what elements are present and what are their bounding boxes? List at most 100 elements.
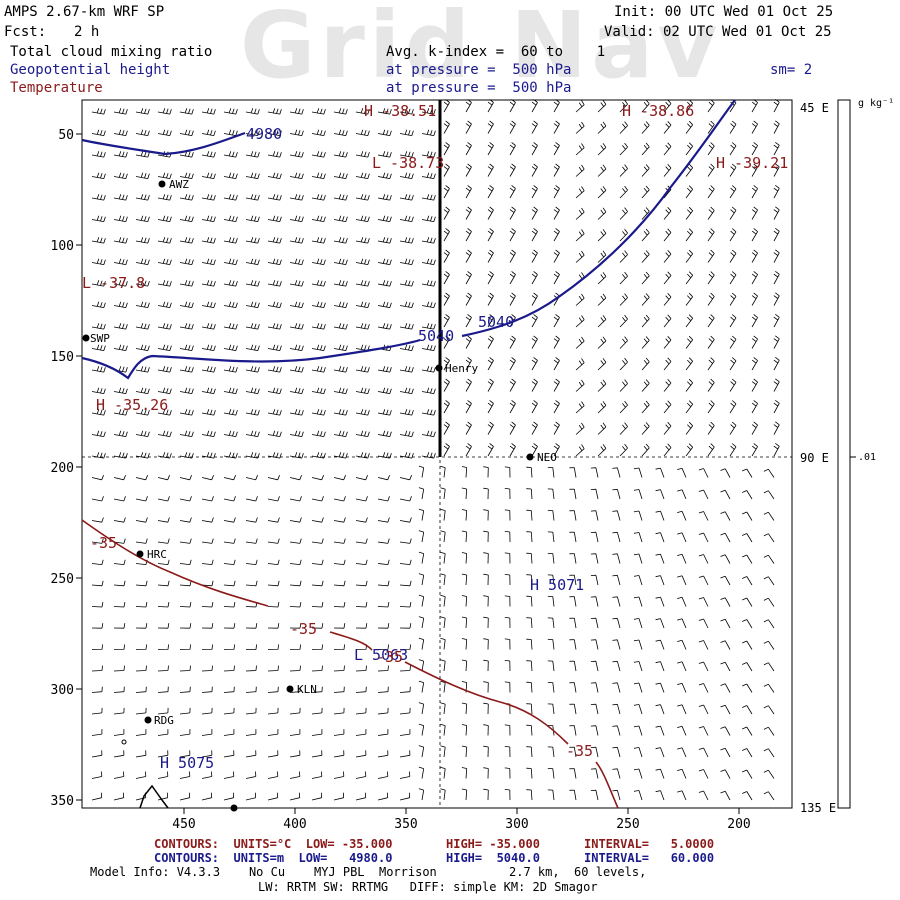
wind-barb <box>201 602 214 608</box>
wind-barb <box>504 746 511 758</box>
wind-barb <box>465 99 472 113</box>
wind-barb <box>487 185 494 199</box>
gridnav-watermark: Grid Nav <box>240 0 722 99</box>
wind-barb <box>91 237 106 244</box>
wind-barb <box>751 357 758 371</box>
wind-barb <box>663 142 672 156</box>
wind-barb <box>91 475 104 481</box>
wind-barb <box>333 623 346 629</box>
wind-barb <box>698 618 709 629</box>
wind-barb <box>179 280 194 287</box>
wind-barb <box>135 729 147 736</box>
wind-barb <box>729 120 737 134</box>
wind-barb <box>720 597 731 607</box>
wind-barb <box>698 683 709 693</box>
wind-barb <box>751 163 758 177</box>
wind-barb <box>487 163 494 177</box>
wind-barb <box>289 623 302 629</box>
wind-barb <box>223 280 238 287</box>
temp-label: -35 <box>90 534 117 552</box>
wind-barb <box>751 292 758 306</box>
wind-barb <box>729 421 737 435</box>
wind-barb <box>333 771 345 779</box>
x-tick-label: 450 <box>172 817 195 832</box>
wind-barb <box>245 792 257 801</box>
wind-barb <box>685 228 694 242</box>
wind-barb <box>531 142 538 156</box>
wind-barb <box>311 771 323 779</box>
wind-barb <box>641 250 650 263</box>
station-label: KLN <box>297 683 317 696</box>
wind-barb <box>443 206 450 220</box>
wind-barb <box>483 487 489 500</box>
wind-barb <box>619 207 628 220</box>
wind-barb <box>575 229 585 242</box>
wind-barb <box>773 335 780 349</box>
wind-barb <box>443 335 450 349</box>
wind-barb <box>707 163 715 177</box>
wind-barb <box>742 490 753 500</box>
wind-barb <box>113 344 128 351</box>
wind-barb <box>135 172 150 179</box>
wind-barb <box>707 185 715 199</box>
wind-barb <box>547 510 555 521</box>
wind-barb <box>569 467 577 478</box>
wind-barb <box>569 510 577 521</box>
wind-barb <box>91 707 103 715</box>
height-label: 5040 <box>478 313 514 331</box>
wind-barb <box>531 163 538 177</box>
wind-barb <box>399 172 414 179</box>
longitude-label: 45 E <box>800 101 829 115</box>
wind-barb <box>289 194 304 201</box>
wind-barb <box>597 164 607 177</box>
temp-label: H -39.21 <box>716 154 788 172</box>
wind-barb <box>355 108 370 115</box>
station-label: Henry <box>445 362 478 375</box>
station-dot <box>526 453 534 461</box>
wind-barb <box>698 747 709 758</box>
wind-barb <box>245 475 258 481</box>
wind-barb <box>773 270 780 285</box>
wind-barb <box>421 280 436 287</box>
wind-barb <box>201 707 213 715</box>
wind-barb <box>135 517 148 523</box>
wind-barb <box>311 602 324 608</box>
wind-barb <box>553 120 560 134</box>
wind-barb <box>377 430 392 437</box>
wind-barb <box>465 271 472 285</box>
wind-barb <box>201 475 214 481</box>
forecast-value: 2 h <box>74 24 100 40</box>
wind-barb <box>377 707 389 715</box>
wind-barb <box>751 335 758 349</box>
wind-barb <box>685 335 694 349</box>
wind-barb <box>289 475 302 481</box>
wind-barb <box>399 280 414 287</box>
wind-barb <box>569 639 577 650</box>
wind-barb <box>487 421 494 435</box>
wind-barb <box>311 750 323 758</box>
wind-barb <box>663 443 672 457</box>
height-contours-info: CONTOURS: UNITS=m LOW= 4980.0 <box>154 851 393 865</box>
wind-barb <box>547 553 555 564</box>
wind-barb <box>685 163 694 177</box>
wind-barb <box>590 596 599 607</box>
wind-barb <box>720 575 731 586</box>
wind-barb <box>597 444 607 457</box>
wind-barb <box>677 510 687 521</box>
wind-barb <box>157 475 170 481</box>
wind-barb <box>179 129 194 136</box>
wind-barb <box>509 443 516 457</box>
wind-barb <box>377 258 392 265</box>
avg-k-index: Avg. k-index = 60 to 1 <box>386 44 606 60</box>
wind-barb <box>179 623 192 629</box>
wind-barb <box>201 387 216 394</box>
wind-barb <box>677 768 687 779</box>
wind-barb <box>333 602 346 608</box>
wind-barb <box>355 194 370 201</box>
wind-barb <box>553 335 560 349</box>
wind-barb <box>461 487 468 500</box>
wind-barb <box>504 488 511 500</box>
wind-barb <box>179 707 191 715</box>
wind-barb <box>590 467 599 478</box>
wind-barb <box>440 594 446 607</box>
